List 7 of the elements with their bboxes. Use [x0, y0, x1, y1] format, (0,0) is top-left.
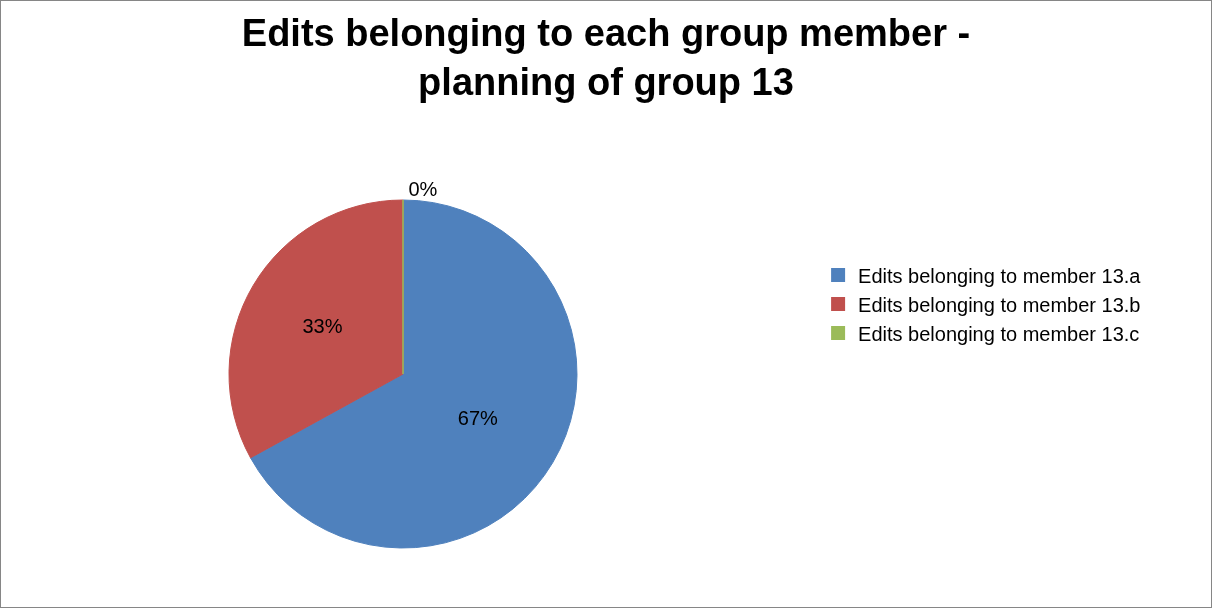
- chart-title: Edits belonging to each group member - planning of group 13: [241, 11, 971, 103]
- legend-label: Edits belonging to member 13.b: [858, 293, 1141, 316]
- legend-label: Edits belonging to member 13.c: [858, 322, 1140, 345]
- legend-label: Edits belonging to member 13.a: [858, 264, 1142, 287]
- data-label: 67%: [457, 407, 499, 430]
- data-label: 33%: [302, 315, 343, 338]
- text: 0%: [408, 178, 438, 200]
